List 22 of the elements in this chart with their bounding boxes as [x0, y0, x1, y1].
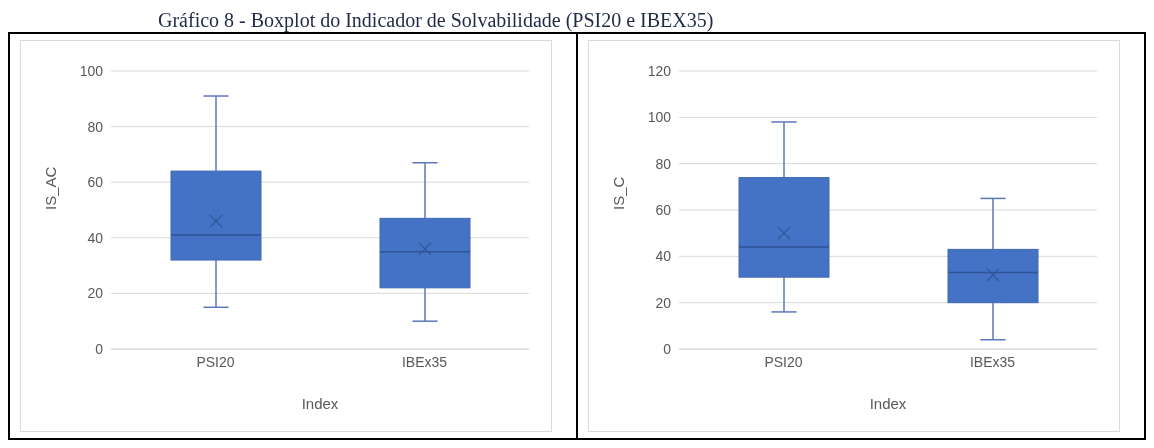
- y-axis-title: IS_C: [610, 176, 628, 210]
- y-tick-label: 120: [647, 62, 672, 79]
- y-tick-label: 60: [87, 174, 104, 191]
- y-tick-label: 100: [647, 109, 672, 126]
- y-tick-label: 80: [655, 155, 672, 172]
- y-tick-label: 80: [87, 118, 104, 135]
- y-tick-label: 100: [79, 62, 104, 79]
- y-axis-title: IS_AC: [42, 166, 60, 210]
- y-tick-label: 20: [655, 294, 672, 311]
- y-tick-label: 0: [663, 340, 672, 357]
- x-tick-label: PSI20: [764, 353, 803, 370]
- y-tick-label: 60: [655, 201, 672, 218]
- y-tick-label: 20: [87, 285, 104, 302]
- x-axis-title: Index: [301, 395, 339, 412]
- x-tick-label: IBEx35: [401, 353, 448, 370]
- x-tick-label: IBEx35: [969, 353, 1016, 370]
- x-axis-title: Index: [869, 395, 907, 412]
- chart-title: Gráfico 8 - Boxplot do Indicador de Solvabilidade (PSI20 e IBEX35): [157, 8, 715, 32]
- y-tick-label: 40: [655, 248, 672, 265]
- y-tick-label: 40: [87, 229, 104, 246]
- y-tick-label: 0: [95, 340, 104, 357]
- x-tick-label: PSI20: [196, 353, 235, 370]
